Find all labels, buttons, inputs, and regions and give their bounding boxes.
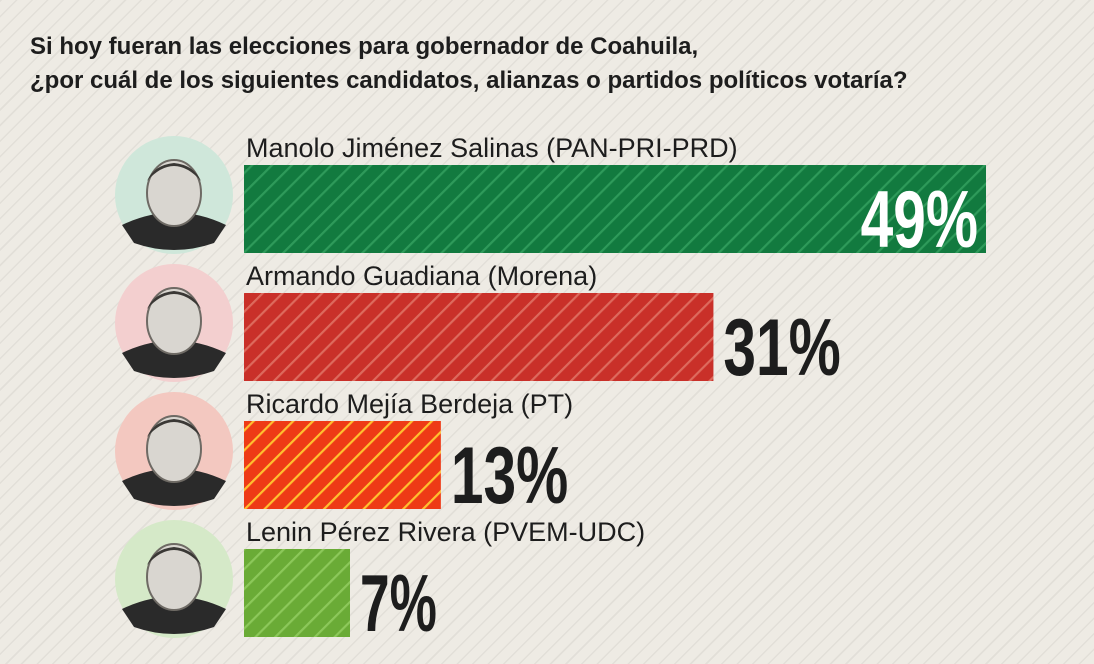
bar [244,165,986,253]
avatar-shoulders [122,212,226,250]
avatar-shoulders [122,596,226,634]
value-label: 31% [723,303,840,393]
bar [244,421,441,509]
candidate-label: Manolo Jiménez Salinas (PAN-PRI-PRD) [246,133,738,163]
avatar-hair [147,547,201,565]
value-label: 7% [360,559,437,649]
question-line-2: ¿por cuál de los siguientes candidatos, … [30,67,908,94]
avatar-face [146,415,202,483]
candidate-avatar [115,264,233,382]
candidate-avatar [115,520,233,638]
bar [244,549,350,637]
avatar-face [146,159,202,227]
value-label: 13% [451,431,568,521]
candidate-avatar [115,136,233,254]
avatar-hair [147,419,201,437]
question-line-1: Si hoy fueran las elecciones para gobern… [30,33,699,60]
avatar-hair [147,163,201,181]
avatar-shoulders [122,340,226,378]
chart-question: Si hoy fueran las elecciones para gobern… [30,30,1080,98]
candidate-label: Ricardo Mejía Berdeja (PT) [246,389,573,419]
candidate-label: Armando Guadiana (Morena) [246,261,597,291]
candidate-avatar [115,392,233,510]
avatar-face [146,287,202,355]
value-label: 49% [861,175,978,265]
bar [244,293,714,381]
avatar-face [146,543,202,611]
candidate-label: Lenin Pérez Rivera (PVEM-UDC) [246,517,645,547]
avatar-shoulders [122,468,226,506]
avatar-hair [147,291,201,309]
